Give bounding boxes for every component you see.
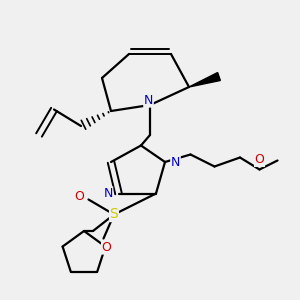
Text: S: S — [110, 208, 118, 221]
Text: N: N — [103, 187, 113, 200]
Text: O: O — [75, 190, 84, 203]
Polygon shape — [189, 73, 220, 87]
Text: N: N — [144, 94, 153, 107]
Text: O: O — [102, 241, 111, 254]
Text: N: N — [171, 155, 180, 169]
Text: O: O — [255, 153, 264, 167]
